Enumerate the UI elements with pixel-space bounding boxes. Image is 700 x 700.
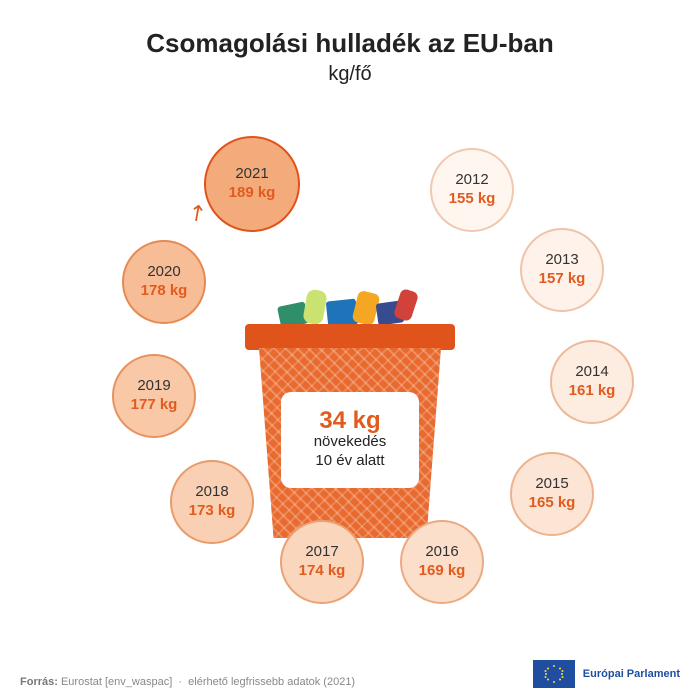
year-bubble: 2016169 kg [400,520,484,604]
bubble-year: 2021 [235,166,268,183]
trash-contents [271,280,429,330]
bubble-value: 155 kg [449,190,496,208]
year-bubble: 2020178 kg [122,240,206,324]
center-big: 34 kg [319,409,380,433]
center-line1: növekedés [314,433,387,452]
bubble-value: 161 kg [569,382,616,400]
year-bubble: 2017174 kg [280,520,364,604]
bubble-value: 173 kg [189,502,236,520]
bubble-year: 2020 [147,264,180,281]
bubble-value: 174 kg [299,562,346,580]
footer-note: elérhető legfrissebb adatok (2021) [188,676,355,688]
bubble-year: 2016 [425,544,458,561]
year-bubble: 2012155 kg [430,148,514,232]
bubble-year: 2018 [195,484,228,501]
year-bubble: 2013157 kg [520,228,604,312]
trash-bin: 34 kg növekedés 10 év alatt [253,280,447,540]
year-bubble: 2018173 kg [170,460,254,544]
ep-logo: Európai Parlament [533,660,680,688]
page-subtitle: kg/fő [0,63,700,86]
bubble-value: 169 kg [419,562,466,580]
eu-flag-icon [533,660,575,688]
year-bubble: 2015165 kg [510,452,594,536]
bubble-year: 2015 [535,476,568,493]
footer-source: Forrás: Eurostat [env_waspac] · elérhető… [20,676,355,688]
bubble-year: 2017 [305,544,338,561]
bubble-year: 2013 [545,252,578,269]
bubble-value: 157 kg [539,270,586,288]
center-line2: 10 év alatt [315,452,384,471]
bubble-year: 2019 [137,378,170,395]
bubble-value: 177 kg [131,396,178,414]
footer-label: Forrás: [20,676,58,688]
center-panel: 34 kg növekedés 10 év alatt [281,392,419,488]
bubble-year: 2012 [455,172,488,189]
page-title: Csomagolási hulladék az EU-ban [0,0,700,59]
bubble-value: 165 kg [529,494,576,512]
year-bubble: 2021189 kg [204,136,300,232]
bubble-value: 189 kg [229,184,276,202]
bubble-year: 2014 [575,364,608,381]
bubble-value: 178 kg [141,282,188,300]
year-bubble: 2019177 kg [112,354,196,438]
footer-source-text: Eurostat [env_waspac] [61,676,172,688]
year-bubble: 2014161 kg [550,340,634,424]
bin-lid [245,324,455,350]
ep-logo-text: Európai Parlament [583,668,680,680]
bubble-ring: ↗ 34 kg növekedés 10 év alatt 2012155 kg… [0,100,700,640]
